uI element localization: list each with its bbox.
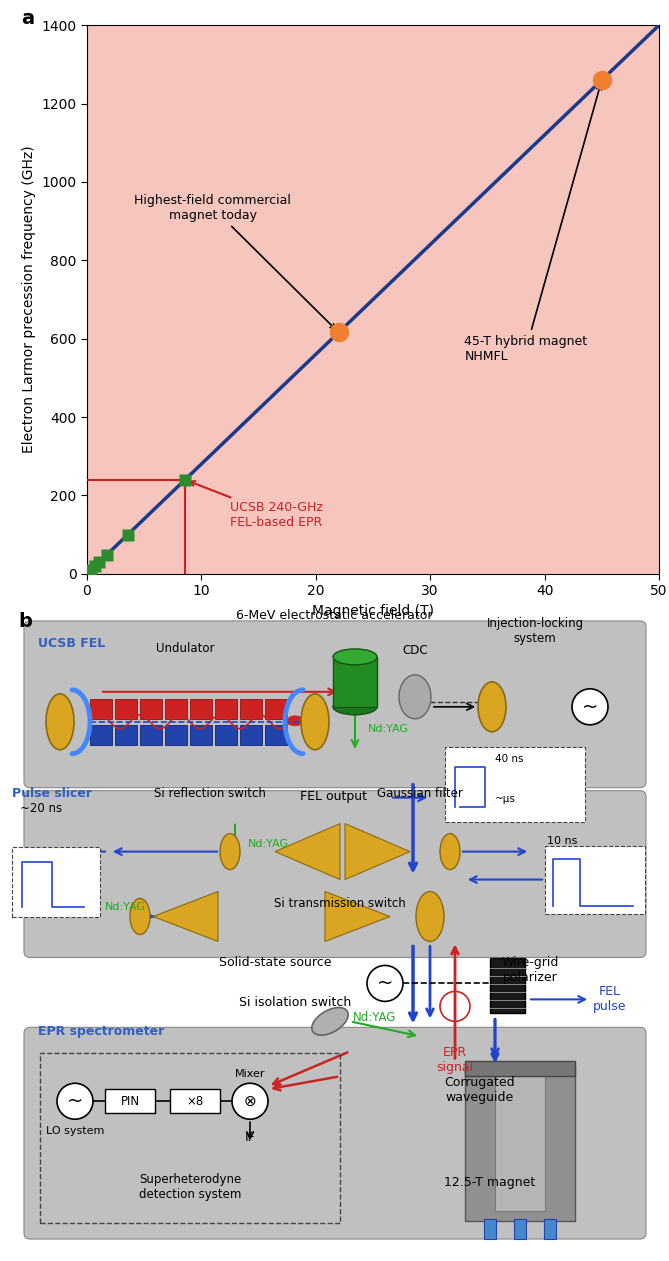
Text: EPR
signal: EPR signal — [436, 1047, 474, 1074]
Text: ~: ~ — [377, 973, 393, 992]
Polygon shape — [345, 823, 410, 880]
Text: ~: ~ — [67, 1092, 83, 1111]
Text: a: a — [21, 9, 34, 28]
Ellipse shape — [312, 1008, 348, 1035]
Bar — [465, 1067, 575, 1221]
Text: Superheterodyne
detection system: Superheterodyne detection system — [138, 1173, 242, 1200]
Ellipse shape — [130, 899, 150, 934]
Bar — [545, 846, 645, 913]
Bar — [140, 699, 162, 719]
FancyBboxPatch shape — [24, 620, 646, 788]
Bar — [90, 699, 112, 719]
Ellipse shape — [367, 966, 403, 1001]
Text: Si reflection switch: Si reflection switch — [154, 787, 266, 799]
FancyBboxPatch shape — [24, 1028, 646, 1240]
Text: ~μs: ~μs — [495, 793, 516, 803]
Bar — [514, 1219, 526, 1240]
Text: Corrugated
waveguide: Corrugated waveguide — [445, 1077, 515, 1105]
Text: Highest-field commercial
magnet today: Highest-field commercial magnet today — [134, 194, 335, 329]
Bar — [12, 846, 100, 917]
Polygon shape — [153, 892, 218, 942]
Text: Nd:YAG: Nd:YAG — [353, 1011, 397, 1024]
Bar — [240, 725, 262, 745]
Text: Nd:YAG: Nd:YAG — [248, 839, 289, 849]
Text: IF: IF — [245, 1131, 256, 1144]
Text: Gaussian filter: Gaussian filter — [377, 787, 463, 799]
Bar — [215, 725, 237, 745]
Ellipse shape — [333, 649, 377, 665]
Text: ⊗: ⊗ — [244, 1093, 256, 1108]
Ellipse shape — [232, 1083, 268, 1120]
Text: FEL
pulse: FEL pulse — [593, 985, 627, 1014]
Text: Mixer: Mixer — [235, 1069, 265, 1079]
Bar — [105, 1090, 155, 1113]
Ellipse shape — [440, 834, 460, 870]
Bar — [544, 1219, 556, 1240]
Bar — [490, 958, 525, 1014]
Bar — [465, 1062, 575, 1077]
Bar — [215, 699, 237, 719]
Bar — [190, 699, 212, 719]
Bar — [445, 747, 585, 822]
Ellipse shape — [46, 694, 74, 750]
Text: PIN: PIN — [120, 1095, 140, 1107]
Text: b: b — [18, 612, 32, 630]
Bar — [333, 657, 377, 707]
Ellipse shape — [220, 834, 240, 870]
Text: 40 ns: 40 ns — [495, 754, 524, 764]
Ellipse shape — [57, 1083, 93, 1120]
Bar — [115, 699, 137, 719]
Bar — [170, 1090, 220, 1113]
Bar — [90, 725, 112, 745]
Text: Wire-grid
polarizer: Wire-grid polarizer — [501, 956, 559, 985]
Text: ~20 ns: ~20 ns — [20, 802, 62, 815]
Bar — [40, 1053, 340, 1223]
Text: Si isolation switch: Si isolation switch — [239, 996, 351, 1009]
Text: UCSB FEL: UCSB FEL — [38, 637, 105, 649]
Ellipse shape — [333, 699, 377, 715]
Text: Nd:YAG: Nd:YAG — [368, 724, 409, 734]
Bar — [190, 725, 212, 745]
Ellipse shape — [399, 675, 431, 719]
X-axis label: Magnetic field (T): Magnetic field (T) — [312, 604, 434, 618]
Text: FEL output: FEL output — [300, 789, 367, 803]
Polygon shape — [325, 892, 390, 942]
Bar — [240, 699, 262, 719]
Text: Solid-state source: Solid-state source — [219, 956, 331, 970]
Ellipse shape — [301, 694, 329, 750]
Ellipse shape — [416, 892, 444, 942]
Ellipse shape — [572, 689, 608, 725]
Bar — [165, 699, 187, 719]
Text: Pulse slicer: Pulse slicer — [12, 787, 92, 799]
Text: EPR spectrometer: EPR spectrometer — [38, 1025, 165, 1038]
Bar — [484, 1219, 496, 1240]
Text: Si transmission switch: Si transmission switch — [274, 897, 406, 909]
Text: Undulator: Undulator — [156, 642, 214, 654]
Ellipse shape — [478, 682, 506, 731]
Text: 12.5-T magnet: 12.5-T magnet — [444, 1177, 536, 1189]
Text: UCSB 240-GHz
FEL-based EPR: UCSB 240-GHz FEL-based EPR — [190, 480, 323, 530]
Text: CDC: CDC — [402, 644, 427, 657]
Bar — [140, 725, 162, 745]
Bar — [265, 725, 287, 745]
Bar — [115, 725, 137, 745]
Text: 45-T hybrid magnet
NHMFL: 45-T hybrid magnet NHMFL — [464, 84, 601, 363]
Text: LO system: LO system — [45, 1126, 104, 1136]
Y-axis label: Electron Larmor precession frequency (GHz): Electron Larmor precession frequency (GH… — [22, 146, 36, 453]
Bar — [165, 725, 187, 745]
Bar — [265, 699, 287, 719]
Text: 10 ns: 10 ns — [547, 836, 577, 846]
Text: Nd:YAG: Nd:YAG — [105, 902, 146, 912]
Bar — [495, 1077, 545, 1211]
Text: 6-MeV electrostatic accelerator: 6-MeV electrostatic accelerator — [235, 609, 432, 622]
Text: ×8: ×8 — [187, 1095, 203, 1107]
Text: Injection-locking
system: Injection-locking system — [486, 617, 583, 644]
Polygon shape — [275, 823, 340, 880]
FancyBboxPatch shape — [24, 791, 646, 957]
Text: ~: ~ — [582, 697, 598, 716]
Ellipse shape — [287, 716, 303, 726]
